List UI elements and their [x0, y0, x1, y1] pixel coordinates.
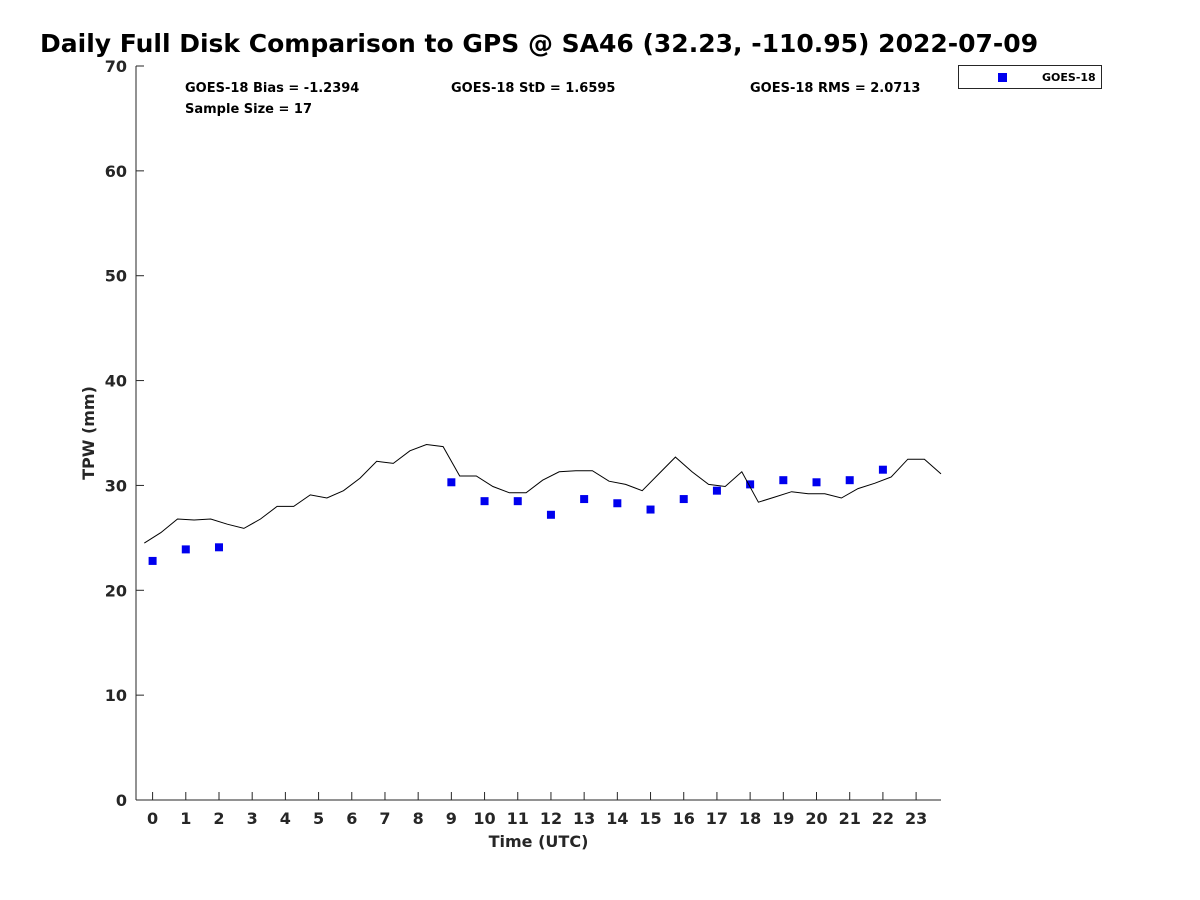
plot-series: [144, 443, 942, 565]
goes18-data-point: [214, 543, 223, 552]
legend-label: GOES-18: [1042, 71, 1096, 84]
x-tick-label: 23: [905, 809, 927, 828]
y-tick-label: 30: [105, 476, 127, 495]
x-tick-label: 5: [313, 809, 324, 828]
goes18-data-point: [613, 499, 622, 508]
goes18-data-point: [447, 478, 456, 487]
goes18-data-point: [845, 476, 854, 485]
x-tick-label: 10: [473, 809, 495, 828]
x-tick-label: 17: [706, 809, 728, 828]
gps-tpw-line: [144, 443, 942, 544]
y-tick-label: 20: [105, 581, 127, 600]
x-tick-label: 21: [839, 809, 861, 828]
y-tick-label: 0: [116, 791, 127, 810]
legend-marker: [998, 73, 1007, 82]
y-tick-label: 40: [105, 372, 127, 391]
y-tick-label: 50: [105, 267, 127, 286]
x-tick-label: 3: [247, 809, 258, 828]
x-tick-label: 1: [180, 809, 191, 828]
x-tick-label: 4: [280, 809, 291, 828]
goes18-data-point: [580, 495, 589, 504]
bias-stat: GOES-18 Bias = -1.2394: [185, 81, 359, 96]
goes18-data-point: [779, 476, 788, 485]
x-axis-label: Time (UTC): [489, 832, 589, 851]
x-tick-label: 22: [872, 809, 894, 828]
goes18-data-point: [546, 510, 555, 519]
legend-box: [958, 65, 1102, 89]
x-tick-label: 15: [639, 809, 661, 828]
x-tick-label: 13: [573, 809, 595, 828]
std-stat: GOES-18 StD = 1.6595: [451, 81, 615, 96]
chart-title: Daily Full Disk Comparison to GPS @ SA46…: [40, 29, 1039, 58]
y-tick-label: 10: [105, 686, 127, 705]
goes18-data-point: [181, 545, 190, 554]
y-axis-label: TPW (mm): [79, 386, 98, 480]
goes18-data-point: [812, 478, 821, 487]
legend: GOES-18: [958, 65, 1102, 89]
x-tick-label: 2: [213, 809, 224, 828]
x-tick-label: 12: [540, 809, 562, 828]
y-tick-label: 70: [105, 57, 127, 76]
goes18-data-point: [679, 495, 688, 504]
x-tick-label: 8: [413, 809, 424, 828]
rms-stat: GOES-18 RMS = 2.0713: [750, 81, 920, 96]
y-tick-label: 60: [105, 162, 127, 181]
x-tick-label: 19: [772, 809, 794, 828]
goes18-data-point: [646, 505, 655, 514]
x-tick-label: 0: [147, 809, 158, 828]
x-tick-label: 16: [673, 809, 695, 828]
goes18-data-point: [746, 480, 755, 489]
x-tick-label: 7: [379, 809, 390, 828]
x-tick-label: 14: [606, 809, 628, 828]
goes18-data-point: [712, 486, 721, 495]
goes18-data-point: [878, 465, 887, 474]
x-tick-label: 6: [346, 809, 357, 828]
axes: [135, 65, 941, 801]
x-tick-label: 11: [507, 809, 529, 828]
x-tick-label: 18: [739, 809, 761, 828]
goes18-data-point: [513, 497, 522, 506]
goes18-data-point: [480, 497, 489, 506]
x-tick-label: 9: [446, 809, 457, 828]
goes18-data-point: [148, 556, 157, 565]
sample-size-stat: Sample Size = 17: [185, 102, 312, 117]
x-tick-label: 20: [805, 809, 827, 828]
